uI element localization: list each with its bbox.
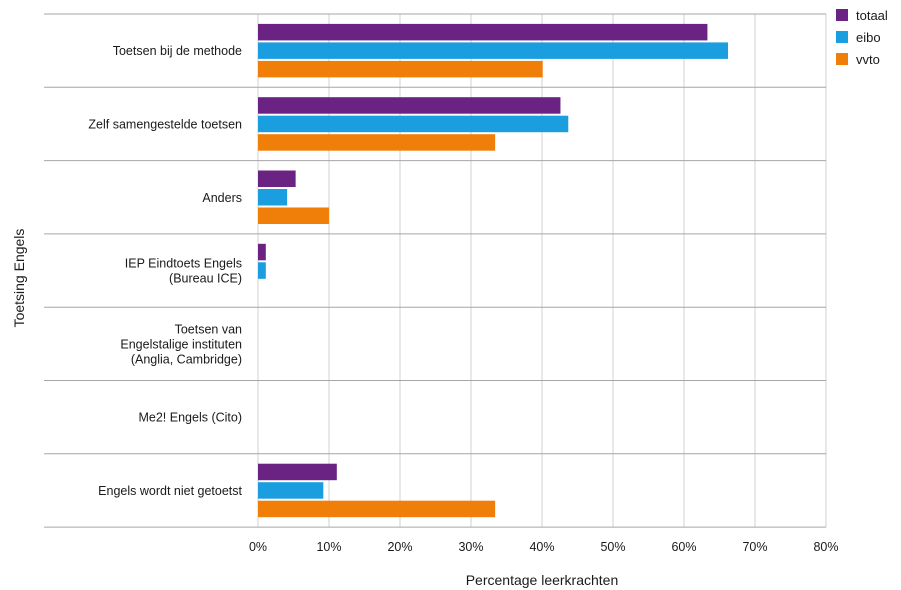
category-label: Toetsen bij de methode bbox=[113, 44, 242, 58]
x-tick-label: 20% bbox=[387, 540, 412, 554]
legend-label-vvto: vvto bbox=[856, 52, 880, 67]
bar-totaal bbox=[258, 463, 337, 481]
bar-vvto bbox=[258, 500, 496, 518]
bar-totaal bbox=[258, 170, 296, 187]
bar-totaal bbox=[258, 97, 561, 114]
category-label: Zelf samengestelde toetsen bbox=[88, 117, 242, 131]
legend-swatch-totaal bbox=[836, 9, 848, 21]
bars bbox=[258, 23, 729, 518]
x-tick-label: 40% bbox=[529, 540, 554, 554]
category-label: Toetsen van Engelstalige instituten (Angli… bbox=[120, 322, 242, 366]
x-tick-label: 70% bbox=[742, 540, 767, 554]
legend-label-eibo: eibo bbox=[856, 30, 881, 45]
bar-totaal bbox=[258, 243, 266, 261]
bar-vvto bbox=[258, 207, 329, 224]
bar-totaal bbox=[258, 23, 708, 41]
x-tick-label: 30% bbox=[458, 540, 483, 554]
bar-eibo bbox=[258, 42, 729, 59]
x-tick-label: 0% bbox=[249, 540, 267, 554]
x-axis-title: Percentage leerkrachten bbox=[466, 572, 619, 588]
category-label: Anders bbox=[202, 191, 242, 205]
x-tick-labels: 0% 10% 20% 30% 40% 50% 60% 70% 80% bbox=[249, 540, 839, 554]
y-axis-title: Toetsing Engels bbox=[11, 229, 27, 328]
bar-eibo bbox=[258, 482, 324, 499]
bar-vvto bbox=[258, 60, 543, 78]
category-label: Engels wordt niet getoetst bbox=[98, 484, 242, 498]
category-label: Me2! Engels (Cito) bbox=[138, 411, 242, 425]
x-tick-label: 80% bbox=[813, 540, 838, 554]
legend-swatch-vvto bbox=[836, 53, 848, 65]
bar-vvto bbox=[258, 134, 496, 151]
gridlines bbox=[257, 14, 827, 528]
bar-eibo bbox=[258, 189, 288, 206]
category-label: IEP Eindtoets Engels (Bureau ICE) bbox=[125, 257, 242, 286]
category-labels: Toetsen bij de methode Zelf samengestelde… bbox=[88, 44, 242, 498]
category-separators bbox=[44, 13, 826, 528]
x-tick-label: 10% bbox=[316, 540, 341, 554]
bar-eibo bbox=[258, 262, 266, 279]
bar-eibo bbox=[258, 115, 569, 133]
x-tick-label: 50% bbox=[600, 540, 625, 554]
legend-label-totaal: totaal bbox=[856, 8, 888, 23]
legend: totaal eibo vvto bbox=[836, 8, 888, 67]
x-tick-label: 60% bbox=[671, 540, 696, 554]
legend-swatch-eibo bbox=[836, 31, 848, 43]
